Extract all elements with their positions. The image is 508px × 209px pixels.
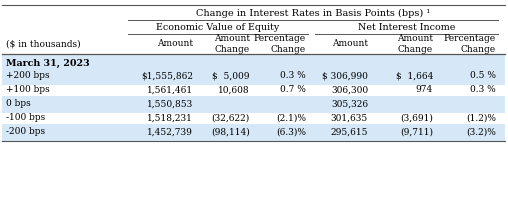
Text: 1,518,231: 1,518,231 — [147, 113, 193, 122]
Text: Percentage
Change: Percentage Change — [444, 34, 496, 54]
FancyBboxPatch shape — [2, 68, 505, 85]
Text: 306,300: 306,300 — [331, 85, 368, 94]
Text: Economic Value of Equity: Economic Value of Equity — [156, 23, 279, 32]
Text: Change in Interest Rates in Basis Points (bps) ¹: Change in Interest Rates in Basis Points… — [196, 8, 430, 18]
Text: +200 bps: +200 bps — [6, 71, 50, 80]
Text: (9,711): (9,711) — [400, 127, 433, 136]
Text: (3,691): (3,691) — [400, 113, 433, 122]
Text: ($ in thousands): ($ in thousands) — [6, 40, 81, 48]
Text: (3.2)%: (3.2)% — [466, 127, 496, 136]
Text: 0.3 %: 0.3 % — [280, 71, 306, 80]
FancyBboxPatch shape — [2, 55, 505, 72]
Text: 0.7 %: 0.7 % — [280, 85, 306, 94]
Text: $  5,009: $ 5,009 — [212, 71, 250, 80]
Text: 974: 974 — [416, 85, 433, 94]
Text: $  1,664: $ 1,664 — [396, 71, 433, 80]
Text: 301,635: 301,635 — [331, 113, 368, 122]
Text: -200 bps: -200 bps — [6, 127, 45, 136]
Text: 10,608: 10,608 — [218, 85, 250, 94]
Text: -100 bps: -100 bps — [6, 113, 45, 122]
FancyBboxPatch shape — [2, 96, 505, 113]
Text: $1,555,862: $1,555,862 — [141, 71, 193, 80]
Text: Amount: Amount — [157, 40, 193, 48]
Text: Amount
Change: Amount Change — [214, 34, 250, 54]
Text: Net Interest Income: Net Interest Income — [358, 23, 455, 32]
Text: 1,550,853: 1,550,853 — [147, 99, 193, 108]
Text: Percentage
Change: Percentage Change — [254, 34, 306, 54]
Text: (6.3)%: (6.3)% — [276, 127, 306, 136]
Text: 305,326: 305,326 — [331, 99, 368, 108]
Text: $ 306,990: $ 306,990 — [322, 71, 368, 80]
Text: (1.2)%: (1.2)% — [466, 113, 496, 122]
Text: Amount: Amount — [332, 40, 368, 48]
Text: 0.3 %: 0.3 % — [470, 85, 496, 94]
Text: 1,452,739: 1,452,739 — [147, 127, 193, 136]
Text: (32,622): (32,622) — [212, 113, 250, 122]
Text: (98,114): (98,114) — [211, 127, 250, 136]
Text: 0.5 %: 0.5 % — [470, 71, 496, 80]
Text: 1,561,461: 1,561,461 — [147, 85, 193, 94]
Text: 295,615: 295,615 — [331, 127, 368, 136]
Text: +100 bps: +100 bps — [6, 85, 50, 94]
FancyBboxPatch shape — [2, 124, 505, 141]
Text: Amount
Change: Amount Change — [397, 34, 433, 54]
Text: (2.1)%: (2.1)% — [276, 113, 306, 122]
Text: 0 bps: 0 bps — [6, 99, 31, 108]
Text: March 31, 2023: March 31, 2023 — [6, 59, 90, 68]
